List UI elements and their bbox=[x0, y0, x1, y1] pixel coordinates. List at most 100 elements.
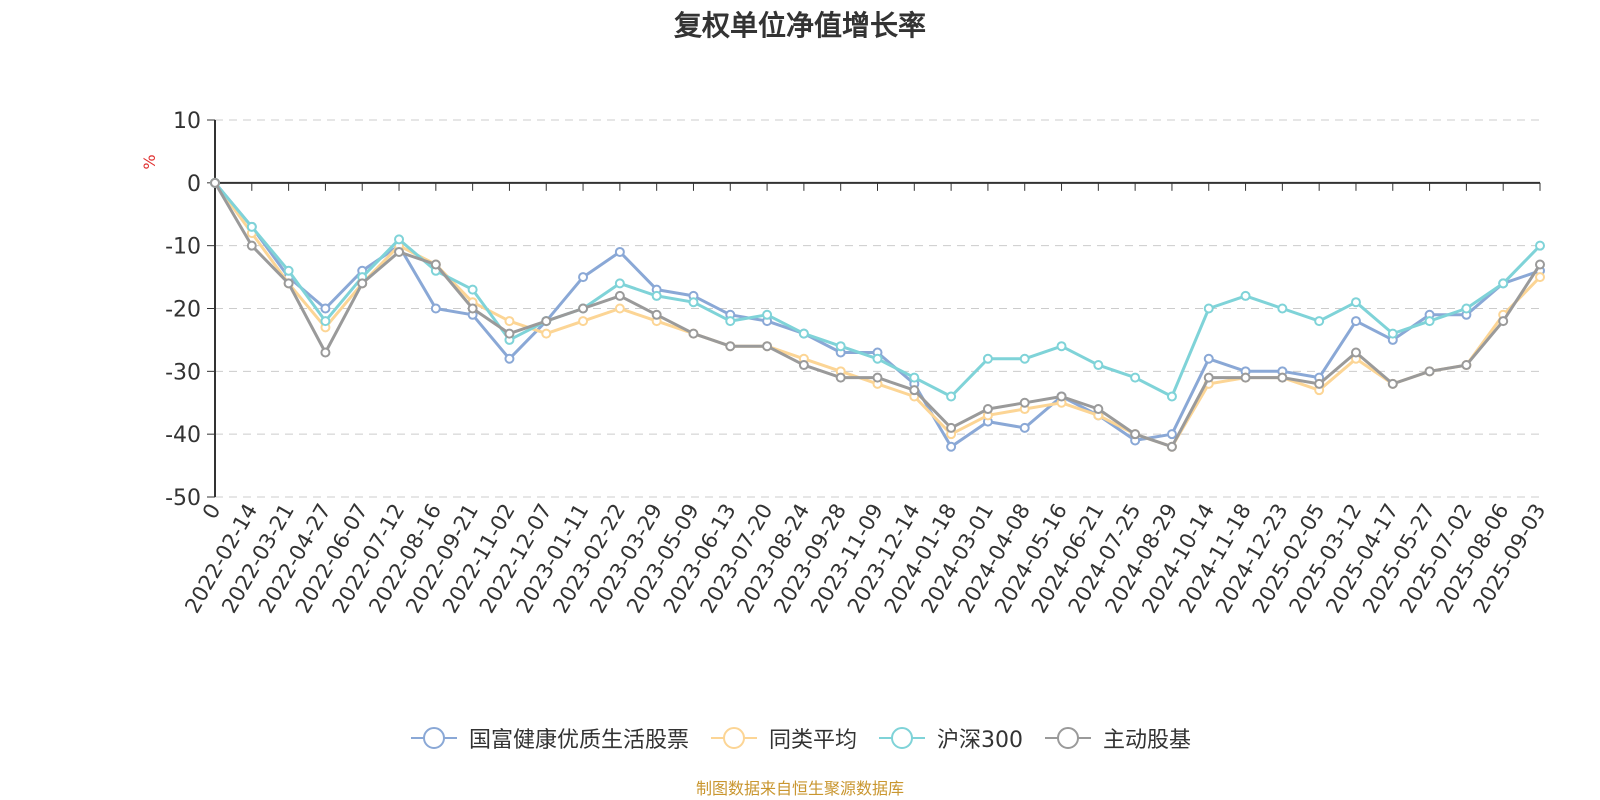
data-point bbox=[1019, 353, 1030, 364]
data-point bbox=[614, 290, 625, 301]
legend-label: 国富健康优质生活股票 bbox=[468, 728, 689, 753]
chart-legend: 国富健康优质生活股票 同类平均 沪深300 主动股基 bbox=[0, 722, 1600, 754]
y-tick-label: -20 bbox=[165, 298, 201, 323]
data-point bbox=[1240, 290, 1251, 301]
data-point bbox=[1314, 378, 1325, 389]
legend-swatch-icon bbox=[410, 727, 457, 749]
data-point bbox=[1498, 278, 1509, 289]
data-point bbox=[1203, 303, 1214, 314]
data-point bbox=[1166, 441, 1177, 452]
data-point bbox=[1277, 372, 1288, 383]
grid-lines bbox=[215, 119, 1540, 498]
legend-label: 沪深300 bbox=[937, 728, 1023, 753]
data-point bbox=[504, 328, 515, 339]
data-point bbox=[1424, 366, 1435, 377]
chart-title: 复权单位净值增长率 bbox=[673, 9, 926, 42]
data-point bbox=[1166, 429, 1177, 440]
data-point bbox=[909, 372, 920, 383]
data-point bbox=[504, 353, 515, 364]
data-point bbox=[1203, 353, 1214, 364]
data-point bbox=[467, 303, 478, 314]
data-point bbox=[1130, 372, 1141, 383]
data-point bbox=[320, 303, 331, 314]
data-point bbox=[614, 246, 625, 257]
data-point bbox=[578, 316, 589, 327]
data-point bbox=[1535, 240, 1545, 251]
data-point bbox=[578, 272, 589, 283]
data-point bbox=[872, 372, 883, 383]
data-point bbox=[798, 360, 809, 371]
source-note: 制图数据来自恒生聚源数据库 bbox=[695, 779, 904, 798]
data-point bbox=[1277, 303, 1288, 314]
data-point bbox=[357, 278, 368, 289]
data-point bbox=[1387, 378, 1398, 389]
y-tick-label: 10 bbox=[173, 109, 201, 134]
data-point bbox=[946, 422, 957, 433]
data-point bbox=[504, 316, 515, 327]
series-lines bbox=[210, 177, 1545, 452]
data-point bbox=[1093, 360, 1104, 371]
legend-item[interactable]: 沪深300 bbox=[877, 722, 1023, 754]
data-point bbox=[688, 328, 699, 339]
y-tick-label: -50 bbox=[165, 486, 201, 511]
data-point bbox=[762, 341, 773, 352]
data-point bbox=[430, 259, 441, 270]
legend-item[interactable]: 主动股基 bbox=[1043, 722, 1191, 754]
data-point bbox=[1387, 328, 1398, 339]
data-point bbox=[1056, 391, 1067, 402]
legend-item[interactable]: 同类平均 bbox=[709, 722, 857, 754]
legend-swatch-icon bbox=[710, 727, 757, 749]
data-point bbox=[835, 372, 846, 383]
data-point bbox=[982, 353, 993, 364]
series-line-3 bbox=[213, 182, 1542, 449]
data-point bbox=[541, 316, 552, 327]
series-line-0 bbox=[213, 181, 1541, 449]
data-point bbox=[1461, 303, 1472, 314]
data-point bbox=[1019, 397, 1030, 408]
data-point bbox=[1203, 372, 1214, 383]
data-point bbox=[283, 265, 294, 276]
y-axis-label: % bbox=[140, 154, 159, 169]
data-point bbox=[614, 303, 625, 314]
data-point bbox=[246, 221, 257, 232]
y-tick-label: 0 bbox=[187, 172, 201, 197]
data-point bbox=[394, 246, 405, 257]
data-point bbox=[651, 290, 662, 301]
data-point bbox=[541, 328, 552, 339]
y-tick-label: -40 bbox=[165, 423, 201, 448]
data-point bbox=[394, 234, 405, 245]
data-point bbox=[1350, 347, 1361, 358]
data-point bbox=[1166, 391, 1177, 402]
data-point bbox=[430, 303, 441, 314]
legend-item[interactable]: 国富健康优质生活股票 bbox=[409, 722, 689, 754]
data-point bbox=[725, 341, 736, 352]
legend-label: 主动股基 bbox=[1103, 728, 1192, 753]
data-point bbox=[798, 328, 809, 339]
data-point bbox=[725, 316, 736, 327]
legend-label: 同类平均 bbox=[768, 728, 857, 753]
data-point bbox=[1350, 316, 1361, 327]
data-point bbox=[614, 278, 625, 289]
series-line-1 bbox=[213, 181, 1542, 449]
data-point bbox=[1498, 316, 1509, 327]
data-point bbox=[1019, 422, 1030, 433]
y-tick-label: -30 bbox=[165, 360, 201, 385]
data-point bbox=[1350, 297, 1361, 308]
data-point bbox=[1461, 360, 1472, 371]
legend-swatch-icon bbox=[1045, 727, 1091, 749]
data-point bbox=[578, 303, 589, 314]
y-tick-label: -10 bbox=[165, 235, 201, 260]
data-point bbox=[1240, 372, 1251, 383]
data-point bbox=[762, 309, 773, 320]
data-point bbox=[467, 284, 478, 295]
data-point bbox=[1130, 429, 1141, 440]
x-tick-label: 0 bbox=[198, 500, 225, 524]
data-point bbox=[1093, 404, 1104, 415]
data-point bbox=[210, 177, 220, 188]
data-point bbox=[320, 347, 331, 358]
data-point bbox=[1314, 316, 1325, 327]
data-point bbox=[688, 297, 699, 308]
data-point bbox=[320, 316, 331, 327]
data-point bbox=[1535, 272, 1545, 283]
